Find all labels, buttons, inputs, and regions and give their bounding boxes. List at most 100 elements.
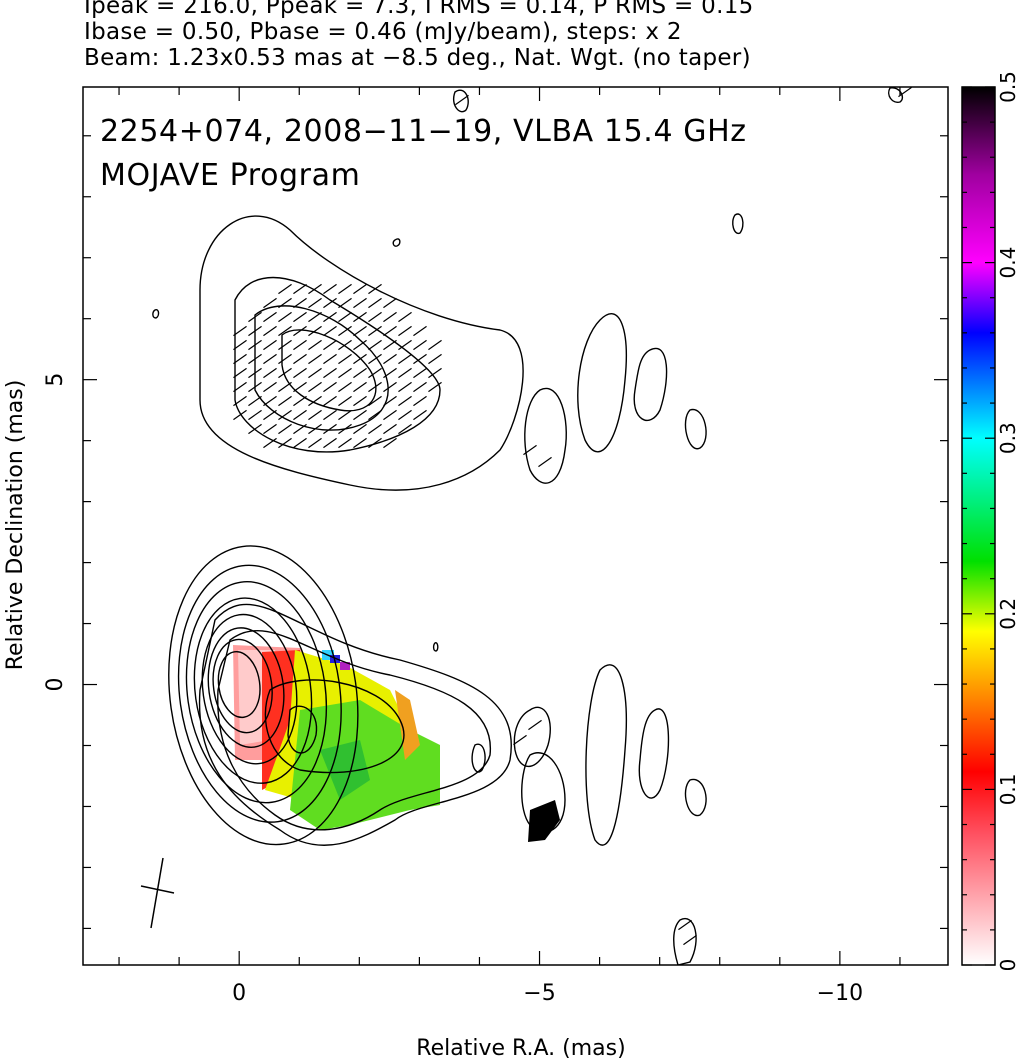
evpa-tick [293,423,307,435]
evpa-tick [513,734,527,746]
evpa-tick [308,423,322,435]
evpa-tick [338,367,352,379]
evpa-tick [383,437,397,449]
evpa-vectors [233,87,912,946]
evpa-tick [428,381,442,393]
stokes-i-contours [152,87,904,965]
evpa-tick [263,423,277,435]
evpa-tick [278,423,292,435]
evpa-tick [293,283,307,295]
evpa-tick [398,339,412,351]
evpa-tick [413,339,427,351]
evpa-tick [248,367,262,379]
evpa-tick [233,353,247,365]
evpa-tick [323,395,337,407]
evpa-tick [323,353,337,365]
evpa-tick [308,437,322,449]
x-tick-label: −10 [817,981,863,1006]
y-axis-label: Relative Declination (mas) [3,380,28,671]
colorbar-tick-label: 0.1 [996,773,1020,805]
evpa-tick [413,353,427,365]
evpa-tick [678,919,692,931]
evpa-tick [248,325,262,337]
evpa-tick [278,339,292,351]
x-axis-tick-labels: 0 −5 −10 [232,981,863,1006]
evpa-tick [383,367,397,379]
evpa-tick [263,339,277,351]
island-contour-7 [684,778,707,817]
y-axis-tick-labels: 05 [43,373,68,692]
evpa-tick [278,353,292,365]
evpa-tick [323,367,337,379]
evpa-tick [233,367,247,379]
evpa-tick [293,409,307,421]
colorbar-tick-label: 0.5 [996,71,1020,103]
colorbar-tick-label: 0.4 [996,247,1020,279]
island-contour-4 [684,409,707,450]
evpa-tick [308,297,322,309]
evpa-tick [898,87,912,98]
core-contour-level [168,545,359,846]
evpa-tick [263,297,277,309]
x-axis-label: Relative R.A. (mas) [416,1036,625,1061]
colorbar-tick-label: 0.2 [996,598,1020,630]
evpa-tick [263,311,277,323]
evpa-tick [338,311,352,323]
core-contour-level [212,638,273,734]
evpa-tick [248,353,262,365]
evpa-tick [353,381,367,393]
pol-orange-edge [395,690,420,760]
header-line-2: Ibase = 0.50, Pbase = 0.46 (mJy/beam), s… [84,19,682,45]
evpa-tick [383,423,397,435]
evpa-tick [278,325,292,337]
beam-ellipse-marker [140,857,175,929]
core-contour-level [185,581,328,804]
evpa-tick [338,423,352,435]
evpa-tick [323,283,337,295]
island-contour-8 [513,706,551,768]
evpa-tick [323,423,337,435]
evpa-tick [308,353,322,365]
evpa-tick [413,367,427,379]
evpa-tick [293,297,307,309]
evpa-tick [308,381,322,393]
evpa-tick [368,395,382,407]
evpa-tick [308,283,322,295]
jet-contour-inner [217,629,491,831]
core-contour-level [193,597,313,784]
island-contour-15 [392,238,401,247]
evpa-tick [398,423,412,435]
evpa-tick [308,367,322,379]
evpa-tick [293,339,307,351]
evpa-tick [263,409,277,421]
colorbar-tick-label: 0 [996,959,1020,972]
evpa-tick [278,381,292,393]
island-contour-12 [453,89,469,113]
evpa-tick [278,395,292,407]
island-contour-6 [638,708,670,799]
evpa-tick [683,934,697,946]
header-line-1: Ipeak = 216.0, Ppeak = 7.3, I RMS = 0.14… [84,0,754,19]
x-tick-label: −5 [523,981,555,1006]
evpa-tick [353,437,367,449]
pol-black-patch [528,800,560,842]
evpa-tick [293,367,307,379]
evpa-tick [233,325,247,337]
evpa-tick [263,381,277,393]
y-tick-label: 0 [43,678,68,692]
evpa-tick [308,311,322,323]
evpa-tick [248,423,262,435]
evpa-tick [338,395,352,407]
evpa-tick [428,339,442,351]
island-contour-17 [432,642,439,652]
evpa-tick [233,395,247,407]
evpa-tick [368,437,382,449]
evpa-tick [368,423,382,435]
island-contour-1 [524,387,567,484]
evpa-tick [538,456,552,468]
evpa-tick [528,719,542,731]
evpa-tick [398,311,412,323]
evpa-tick [368,283,382,295]
evpa-tick [323,297,337,309]
